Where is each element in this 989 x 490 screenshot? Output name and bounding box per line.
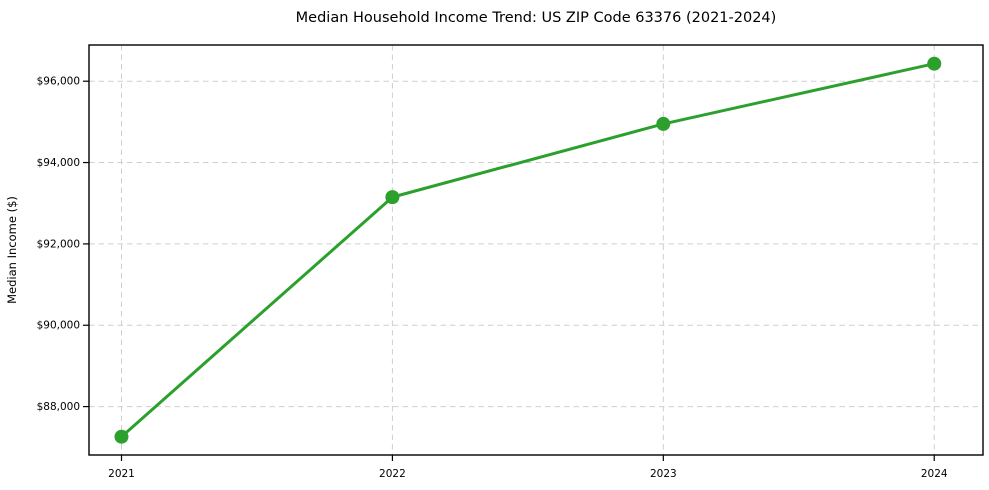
y-tick-label: $92,000 [37, 238, 80, 250]
data-point-2021 [114, 429, 129, 444]
x-tick-label: 2022 [379, 468, 406, 480]
x-tick-label: 2023 [650, 468, 677, 480]
tick-label-layer: $88,000 $90,000 $92,000 $94,000 $96,000 2021 2… [37, 76, 948, 480]
chart-title: Median Household Income Trend: US ZIP Co… [296, 10, 777, 26]
y-tick-label: $88,000 [37, 401, 80, 413]
x-tick-label: 2021 [108, 468, 135, 480]
plot-border [88, 44, 984, 456]
data-point-2023 [656, 116, 671, 131]
trend-line [120, 62, 936, 439]
y-tick-label: $90,000 [37, 320, 80, 332]
tick-layer [83, 80, 935, 461]
series-layer [114, 56, 942, 444]
y-axis-label: Median Income ($) [5, 196, 19, 304]
x-tick-label: 2024 [921, 468, 948, 480]
y-tick-label: $94,000 [37, 157, 80, 169]
grid-layer [89, 45, 983, 455]
data-point-2022 [385, 190, 400, 205]
y-tick-label: $96,000 [37, 76, 80, 88]
data-point-2024 [927, 56, 942, 71]
